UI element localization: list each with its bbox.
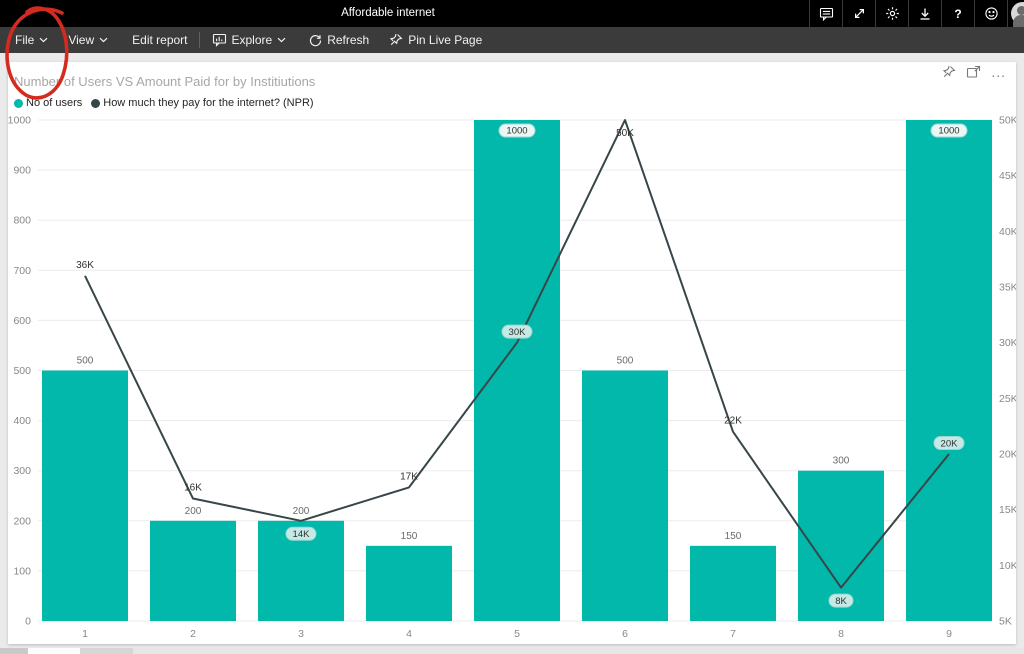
svg-text:14K: 14K bbox=[293, 529, 311, 540]
svg-text:300: 300 bbox=[833, 456, 850, 467]
svg-text:16K: 16K bbox=[184, 483, 202, 494]
focus-mode-icon[interactable] bbox=[966, 65, 981, 79]
page-tab-segment[interactable] bbox=[133, 648, 1024, 654]
legend-item-users[interactable]: No of users bbox=[14, 97, 82, 109]
legend-dot-dark bbox=[91, 98, 101, 108]
svg-text:200: 200 bbox=[13, 515, 31, 527]
svg-text:6: 6 bbox=[622, 628, 628, 640]
svg-text:7: 7 bbox=[730, 628, 736, 640]
svg-text:50K: 50K bbox=[999, 115, 1016, 127]
edit-report-button[interactable]: Edit report bbox=[132, 33, 187, 47]
svg-text:35K: 35K bbox=[999, 282, 1016, 294]
report-title: Affordable internet bbox=[341, 7, 435, 19]
top-bar-actions: ? bbox=[809, 0, 1024, 27]
svg-text:3: 3 bbox=[298, 628, 304, 640]
svg-text:22K: 22K bbox=[724, 416, 742, 427]
app-top-bar: Affordable internet bbox=[0, 0, 1024, 27]
svg-text:1: 1 bbox=[82, 628, 88, 640]
svg-text:700: 700 bbox=[13, 265, 31, 277]
fullscreen-icon[interactable] bbox=[842, 0, 875, 27]
svg-text:36K: 36K bbox=[76, 260, 94, 271]
explore-label: Explore bbox=[231, 33, 273, 47]
avatar[interactable] bbox=[1007, 0, 1024, 27]
svg-text:300: 300 bbox=[13, 465, 31, 477]
legend-label-users: No of users bbox=[26, 97, 83, 109]
explore-menu[interactable]: Explore bbox=[212, 33, 287, 47]
feedback-smiley-icon[interactable] bbox=[974, 0, 1007, 27]
pin-live-page-button[interactable]: Pin Live Page bbox=[389, 33, 482, 47]
svg-text:0: 0 bbox=[25, 616, 31, 628]
svg-text:500: 500 bbox=[13, 365, 31, 377]
view-menu-label: View bbox=[68, 33, 95, 47]
chart-legend: No of users How much they pay for the in… bbox=[14, 97, 314, 109]
chevron-down-icon bbox=[39, 37, 48, 43]
pin-visual-icon[interactable] bbox=[942, 65, 956, 79]
svg-text:900: 900 bbox=[13, 165, 31, 177]
svg-text:500: 500 bbox=[617, 356, 634, 367]
svg-text:2: 2 bbox=[190, 628, 196, 640]
svg-text:1000: 1000 bbox=[938, 126, 959, 137]
report-toolbar: File View Edit report Explore Refresh Pi… bbox=[0, 27, 1024, 53]
svg-text:9: 9 bbox=[946, 628, 952, 640]
svg-text:10K: 10K bbox=[999, 560, 1016, 572]
page-tab-segment[interactable] bbox=[28, 648, 80, 654]
svg-text:8: 8 bbox=[838, 628, 844, 640]
svg-text:200: 200 bbox=[293, 506, 310, 517]
svg-text:4: 4 bbox=[406, 628, 412, 640]
svg-text:15K: 15K bbox=[999, 504, 1016, 516]
settings-icon[interactable] bbox=[875, 0, 908, 27]
pin-icon bbox=[390, 33, 403, 46]
file-menu-label: File bbox=[15, 33, 35, 47]
svg-text:150: 150 bbox=[725, 531, 742, 542]
svg-text:400: 400 bbox=[13, 415, 31, 427]
svg-text:100: 100 bbox=[13, 565, 31, 577]
edit-report-label: Edit report bbox=[132, 33, 188, 47]
svg-text:20K: 20K bbox=[999, 449, 1016, 461]
chevron-down-icon bbox=[99, 37, 108, 43]
svg-text:40K: 40K bbox=[999, 226, 1016, 238]
legend-label-payment: How much they pay for the internet? (NPR… bbox=[103, 97, 314, 109]
svg-text:1000: 1000 bbox=[506, 126, 527, 137]
svg-text:20K: 20K bbox=[941, 438, 959, 449]
chevron-down-icon bbox=[277, 37, 286, 43]
svg-text:5: 5 bbox=[514, 628, 520, 640]
refresh-button[interactable]: Refresh bbox=[309, 33, 369, 47]
help-icon[interactable]: ? bbox=[941, 0, 974, 27]
legend-item-payment[interactable]: How much they pay for the internet? (NPR… bbox=[91, 97, 314, 109]
svg-text:1000: 1000 bbox=[8, 115, 31, 127]
refresh-icon bbox=[310, 34, 322, 46]
svg-text:50K: 50K bbox=[616, 128, 634, 139]
svg-text:5K: 5K bbox=[999, 616, 1012, 628]
comments-icon[interactable] bbox=[809, 0, 842, 27]
svg-text:150: 150 bbox=[401, 531, 418, 542]
visual-actions: ... bbox=[942, 65, 1006, 79]
more-options-icon[interactable]: ... bbox=[991, 64, 1006, 80]
svg-text:8K: 8K bbox=[835, 596, 847, 607]
legend-dot-teal bbox=[14, 98, 23, 108]
combo-chart[interactable]: 0 100 200 300 400 500 600 700 800 900 1000 5K 10K 15K… bbox=[8, 62, 1016, 644]
file-menu[interactable]: File bbox=[15, 33, 48, 47]
pin-live-page-label: Pin Live Page bbox=[408, 33, 483, 47]
view-menu[interactable]: View bbox=[68, 33, 108, 47]
svg-text:800: 800 bbox=[13, 215, 31, 227]
svg-text:30K: 30K bbox=[509, 327, 527, 338]
page-tab-strip[interactable] bbox=[0, 648, 1024, 654]
explore-icon bbox=[212, 33, 226, 47]
toolbar-divider bbox=[198, 32, 200, 48]
svg-text:?: ? bbox=[954, 7, 961, 21]
svg-text:500: 500 bbox=[77, 356, 94, 367]
svg-text:45K: 45K bbox=[999, 170, 1016, 182]
page-tab-segment[interactable] bbox=[0, 648, 28, 654]
svg-text:600: 600 bbox=[13, 315, 31, 327]
svg-text:200: 200 bbox=[185, 506, 202, 517]
page-tab-segment[interactable] bbox=[80, 648, 133, 654]
refresh-label: Refresh bbox=[327, 33, 370, 47]
svg-text:30K: 30K bbox=[999, 337, 1016, 349]
download-icon[interactable] bbox=[908, 0, 941, 27]
svg-text:25K: 25K bbox=[999, 393, 1016, 405]
svg-text:17K: 17K bbox=[400, 471, 418, 482]
visual-title: Number of Users VS Amount Paid for by In… bbox=[14, 74, 316, 89]
visual-card: Number of Users VS Amount Paid for by In… bbox=[8, 62, 1016, 644]
